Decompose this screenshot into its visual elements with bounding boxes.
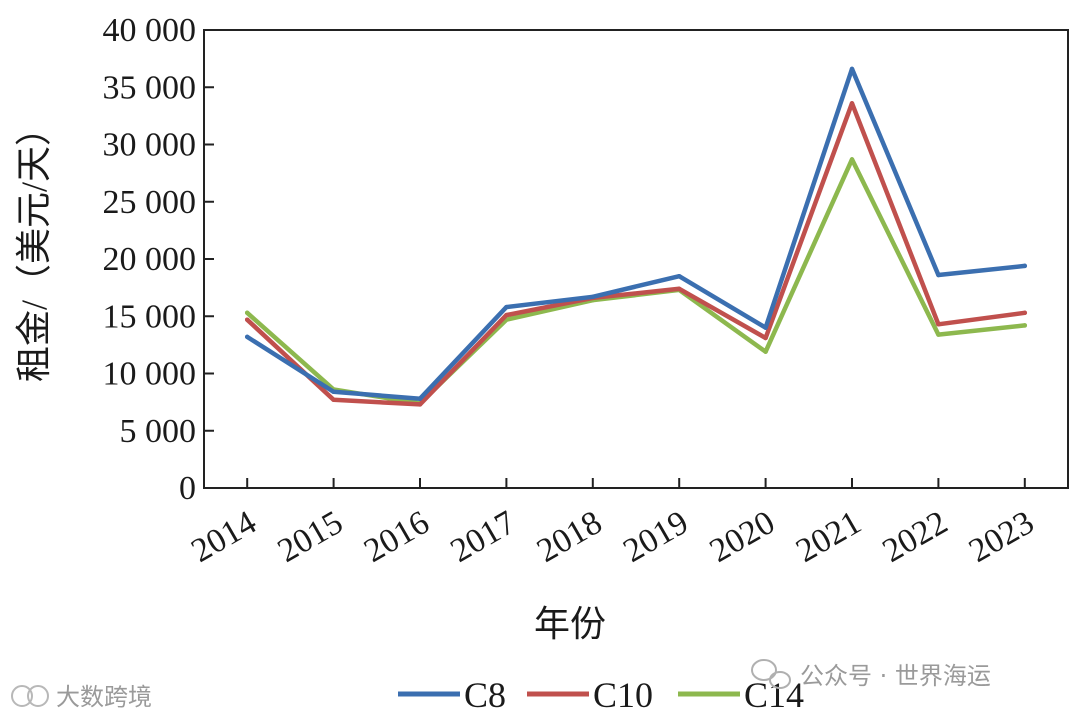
x-tick-label: 2021 (790, 504, 867, 570)
data-point-c10 (936, 322, 941, 327)
y-tick-label: 40 000 (103, 12, 197, 49)
series-lines (244, 66, 1028, 407)
data-point-c10 (504, 312, 509, 318)
y-tick-label: 0 (179, 470, 196, 507)
y-tick-label: 30 000 (103, 127, 197, 164)
data-point-c10 (331, 397, 336, 403)
watermarks: 公众号 · 世界海运 大数跨境 (11, 659, 991, 711)
y-tick-label: 15 000 (103, 298, 197, 335)
data-point-c8 (936, 272, 941, 278)
data-point-c8 (1022, 263, 1027, 269)
brand-logo-icon (11, 685, 49, 707)
y-tick-label: 5 000 (120, 413, 197, 450)
x-tick-label: 2020 (704, 504, 781, 570)
data-point-c8 (849, 66, 855, 72)
legend-label-c8: C8 (464, 675, 506, 715)
data-point-c14 (763, 349, 768, 354)
data-point-c8 (590, 294, 595, 299)
x-tick-label: 2022 (876, 504, 953, 570)
data-point-c10 (417, 402, 423, 407)
data-point-c8 (417, 396, 423, 401)
data-point-c8 (504, 304, 509, 310)
data-point-c8 (245, 334, 250, 340)
data-point-c8 (763, 325, 768, 330)
data-point-c10 (677, 286, 682, 291)
y-axis-title: 租金/（美元/天） (14, 110, 54, 382)
data-point-c14 (245, 310, 250, 316)
y-tick-label: 10 000 (103, 356, 197, 393)
series-line-c8 (244, 66, 1028, 401)
x-tick-label: 2023 (963, 504, 1040, 570)
x-tick-label: 2014 (185, 504, 262, 570)
legend-label-c14: C14 (744, 675, 804, 715)
x-tick-label: 2018 (531, 504, 608, 570)
legend: C8 C10 C14 (398, 675, 804, 715)
x-tick-label: 2019 (617, 504, 694, 570)
x-axis-title: 年份 (534, 604, 606, 644)
x-tick-label: 2017 (444, 504, 521, 570)
plot-frame (203, 29, 1069, 489)
data-point-c10 (849, 101, 855, 106)
x-tick-label: 2015 (272, 504, 349, 570)
wechat-icon (751, 659, 791, 689)
data-point-c14 (849, 157, 855, 162)
data-point-c8 (677, 273, 682, 279)
x-tick-label: 2016 (358, 504, 435, 570)
watermark-right-text: 公众号 · 世界海运 (800, 662, 991, 690)
y-tick-label: 25 000 (103, 184, 197, 221)
data-point-c10 (245, 317, 250, 322)
legend-label-c10: C10 (593, 675, 653, 715)
y-tick-label: 20 000 (103, 241, 197, 278)
series-line-c14 (244, 157, 1028, 406)
y-tick-label: 35 000 (103, 69, 197, 106)
data-point-c14 (936, 332, 941, 337)
data-point-c14 (1022, 323, 1027, 328)
series-line-c10 (244, 101, 1028, 407)
data-point-c10 (1022, 310, 1027, 316)
data-point-c10 (763, 335, 768, 341)
data-point-c8 (331, 389, 336, 395)
watermark-left-text: 大数跨境 (56, 683, 152, 711)
